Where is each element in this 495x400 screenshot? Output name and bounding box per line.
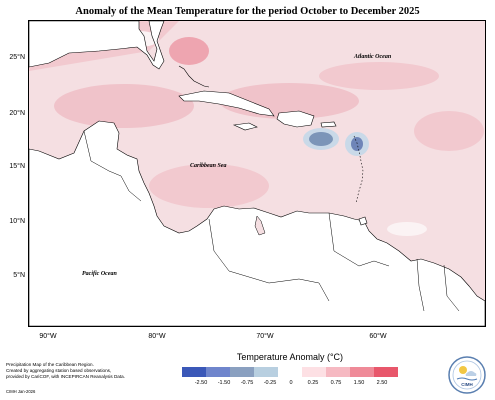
legend-swatch [230, 367, 255, 377]
land-trinidad [358, 216, 368, 226]
legend-label: 2.50 [376, 380, 388, 386]
cool-anomaly [309, 132, 333, 146]
lon-tick: 90°W [39, 333, 57, 340]
lat-tick: 20°N [9, 110, 25, 117]
legend-swatch [350, 367, 375, 377]
lat-tick: 10°N [9, 218, 25, 225]
land-hispaniola [276, 110, 315, 128]
map-canvas [29, 21, 485, 326]
land-jamaica [232, 122, 258, 131]
cimh-logo: CIMH [448, 356, 486, 394]
legend-colorbar [182, 367, 398, 377]
lat-tick: 25°N [9, 54, 25, 61]
legend-label: -0.25 [263, 380, 277, 386]
legend-title: Temperature Anomaly (°C) [236, 352, 344, 362]
atlantic-ocean-label: Atlantic Ocean [354, 54, 392, 60]
legend-label: -2.50 [194, 380, 208, 386]
cloud-icon [465, 371, 477, 376]
lat-tick: 5°N [13, 272, 25, 279]
legend-swatch [302, 367, 327, 377]
legend-label: 1.50 [353, 380, 365, 386]
legend-label: -0.75 [240, 380, 254, 386]
anomaly-patch [149, 164, 269, 208]
legend-swatch [182, 367, 207, 377]
caribbean-sea-label: Caribbean Sea [190, 163, 227, 169]
anomaly-patch [54, 84, 194, 128]
legend-swatch [278, 367, 303, 377]
pacific-ocean-label: Pacific Ocean [82, 271, 117, 277]
wave-icon [456, 377, 478, 381]
legend-label: 0 [289, 380, 293, 386]
lat-tick: 15°N [9, 163, 25, 170]
legend-swatch [206, 367, 231, 377]
land-north-america [29, 21, 165, 70]
footnote: Precipitation Map of the Caribbean Regio… [6, 362, 166, 380]
legend-label: 0.75 [330, 380, 342, 386]
footnote-line: Created by aggregating station based obs… [6, 368, 112, 373]
footnote-line: Precipitation Map of the Caribbean Regio… [6, 362, 94, 367]
cool-anomaly [351, 137, 363, 151]
legend-label: -1.50 [217, 380, 231, 386]
legend-swatch [374, 367, 398, 377]
logo-text: CIMH [461, 382, 473, 387]
land-puerto-rico [320, 121, 337, 128]
lon-tick: 80°W [148, 333, 166, 340]
anomaly-patch [169, 37, 209, 65]
footnote-line: provided by CariCOF, with INCEPIRCAN Rea… [6, 374, 125, 379]
sun-icon [459, 366, 467, 374]
legend-label: 0.25 [307, 380, 319, 386]
map-title: Anomaly of the Mean Temperature for the … [75, 6, 420, 17]
country-borders [83, 130, 460, 312]
land-bahamas [178, 65, 210, 88]
anomaly-map [28, 20, 486, 327]
lon-tick: 70°W [256, 333, 274, 340]
anomaly-patch [319, 62, 439, 90]
legend-swatch [254, 367, 279, 377]
anomaly-patch [387, 222, 427, 236]
lon-tick: 60°W [369, 333, 387, 340]
legend-swatch [326, 367, 351, 377]
credit: CIMH Jan-2026 [6, 389, 36, 394]
lake-maracaibo [254, 215, 266, 236]
anomaly-patch [414, 111, 484, 151]
land-cuba [178, 90, 275, 117]
